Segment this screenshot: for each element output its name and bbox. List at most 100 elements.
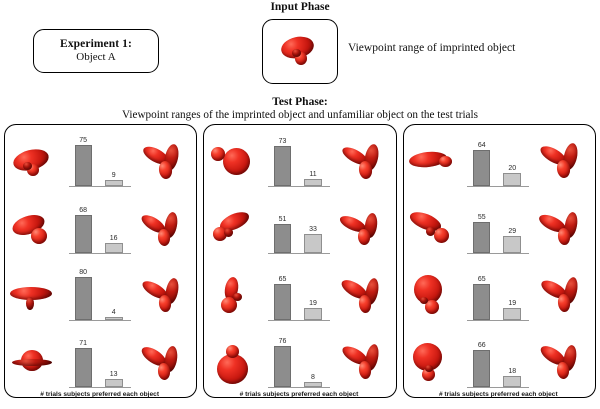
preference-bar-chart: 73 11 <box>266 129 331 196</box>
unfamiliar-object-view <box>332 196 396 263</box>
bar-imprinted: 80 <box>74 269 92 320</box>
chart-axis-caption: # trials subjects preferred each object <box>239 391 359 399</box>
bar-value-imprinted: 66 <box>477 342 486 350</box>
chart-baseline <box>68 252 131 254</box>
trial-row: 65 19 <box>404 263 595 330</box>
object-lobe-knob <box>221 296 238 313</box>
preference-bar-chart: 80 4 <box>67 263 132 330</box>
bar-unfamiliar: 8 <box>303 374 322 387</box>
object-lobe-body <box>217 353 249 384</box>
unfamiliar-object-view <box>132 196 196 263</box>
chart-baseline <box>68 319 131 321</box>
bar-value-imprinted: 51 <box>278 216 287 224</box>
bar-unfamiliar: 13 <box>104 371 123 387</box>
object-lobe-knob <box>438 155 452 167</box>
unfamiliar-object-view <box>332 263 396 330</box>
preference-bar-chart: 76 8 # trials subjects preferred each ob… <box>240 330 359 398</box>
bar-unfamiliar: 16 <box>104 235 123 253</box>
bar-imprinted: 65 <box>273 276 291 320</box>
trial-row: 66 18 # trials subjects preferred each o… <box>404 330 595 398</box>
experiment-title: Experiment 1: <box>60 38 132 51</box>
preference-bar-chart: 66 18 # trials subjects preferred each o… <box>439 330 558 398</box>
bar-imprinted: 75 <box>74 137 92 186</box>
object-lobe-knob <box>213 226 228 241</box>
trial-row: 71 13 # trials subjects preferred each o… <box>5 330 196 398</box>
bar-value-imprinted: 76 <box>278 338 287 346</box>
unfamiliar-object-view <box>332 129 396 196</box>
test-panel-3: 64 20 <box>402 124 596 398</box>
object-lobe-knob <box>424 299 439 314</box>
bar-value-imprinted: 64 <box>477 142 486 150</box>
bar-value-unfamiliar: 18 <box>508 368 517 376</box>
unfamiliar-object-view <box>332 330 396 397</box>
bar-value-unfamiliar: 8 <box>311 374 315 382</box>
chart-baseline <box>467 252 530 254</box>
imprinted-object-view <box>5 129 67 196</box>
chart-baseline <box>267 252 330 254</box>
unfamiliar-object-view <box>531 129 595 196</box>
chart-baseline <box>68 185 131 187</box>
unfamiliar-object-view <box>132 129 196 196</box>
object-lobe-knob <box>31 227 47 244</box>
chart-axis-caption: # trials subjects preferred each object <box>438 391 558 399</box>
bar-unfamiliar: 9 <box>104 172 123 186</box>
bar-value-imprinted: 71 <box>79 340 88 348</box>
chart-baseline <box>467 386 530 388</box>
bar-imprinted: 71 <box>74 340 92 387</box>
test-panel-2: 73 11 <box>203 124 397 398</box>
object-lobe-knob <box>421 367 435 381</box>
bar-value-imprinted: 75 <box>79 137 88 145</box>
bar-unfamiliar: 20 <box>503 165 522 186</box>
bar-imprinted: 68 <box>74 207 92 253</box>
object-lobe-body <box>10 286 52 300</box>
trial-row: 68 16 <box>5 196 196 263</box>
bar-value-unfamiliar: 4 <box>111 309 116 317</box>
bar-imprinted: 51 <box>273 216 291 253</box>
test-panel-1: 75 9 <box>4 124 198 398</box>
bar-value-unfamiliar: 19 <box>309 300 317 308</box>
bar-unfamiliar: 18 <box>503 368 522 387</box>
test-phase-caption: Viewpoint ranges of the imprinted object… <box>122 109 478 121</box>
chart-baseline <box>267 185 330 187</box>
imprinted-object-view <box>404 196 466 263</box>
object-lobe-joint <box>425 226 435 236</box>
object-lobe-knob <box>26 296 34 310</box>
preference-bar-chart: 65 19 <box>266 263 331 330</box>
bar-unfamiliar: 19 <box>303 300 322 320</box>
chart-baseline <box>467 319 530 321</box>
unfamiliar-object-view <box>531 263 595 330</box>
experiment-subtitle: Object A <box>76 51 116 64</box>
object-lobe-body <box>413 274 442 304</box>
object-lobe-joint <box>419 296 428 304</box>
bar-value-unfamiliar: 33 <box>309 226 317 234</box>
object-lobe-ring <box>12 358 52 366</box>
bar-imprinted: 65 <box>473 276 491 320</box>
bar-value-imprinted: 55 <box>477 214 486 222</box>
preference-bar-chart: 71 13 # trials subjects preferred each o… <box>40 330 159 398</box>
trial-row: 55 29 <box>404 196 595 263</box>
trial-row: 64 20 <box>404 129 595 196</box>
experiment-label-box: Experiment 1: Object A <box>33 29 159 73</box>
bar-unfamiliar: 33 <box>303 226 322 253</box>
preference-bar-chart: 51 33 <box>266 196 331 263</box>
bar-value-unfamiliar: 13 <box>109 371 118 379</box>
imprinted-object-input-view <box>271 26 329 78</box>
bar-imprinted: 64 <box>473 142 491 186</box>
object-lobe-joint <box>292 48 301 57</box>
chart-baseline <box>467 185 530 187</box>
preference-bar-chart: 64 20 <box>466 129 531 196</box>
imprinted-object-view <box>5 330 67 397</box>
bar-value-unfamiliar: 9 <box>111 172 116 180</box>
chart-baseline <box>68 386 131 388</box>
trial-row: 76 8 # trials subjects preferred each ob… <box>204 330 396 398</box>
bar-value-unfamiliar: 20 <box>508 165 517 173</box>
object-lobe-joint <box>424 364 433 372</box>
imprinted-object-view <box>204 129 266 196</box>
bar-value-unfamiliar: 29 <box>508 228 517 236</box>
preference-bar-chart: 65 19 <box>466 263 531 330</box>
object-lobe-knob <box>226 344 240 358</box>
object-lobe-knob <box>433 227 449 243</box>
object-lobe-joint <box>224 227 234 237</box>
preference-bar-chart: 75 9 <box>67 129 132 196</box>
